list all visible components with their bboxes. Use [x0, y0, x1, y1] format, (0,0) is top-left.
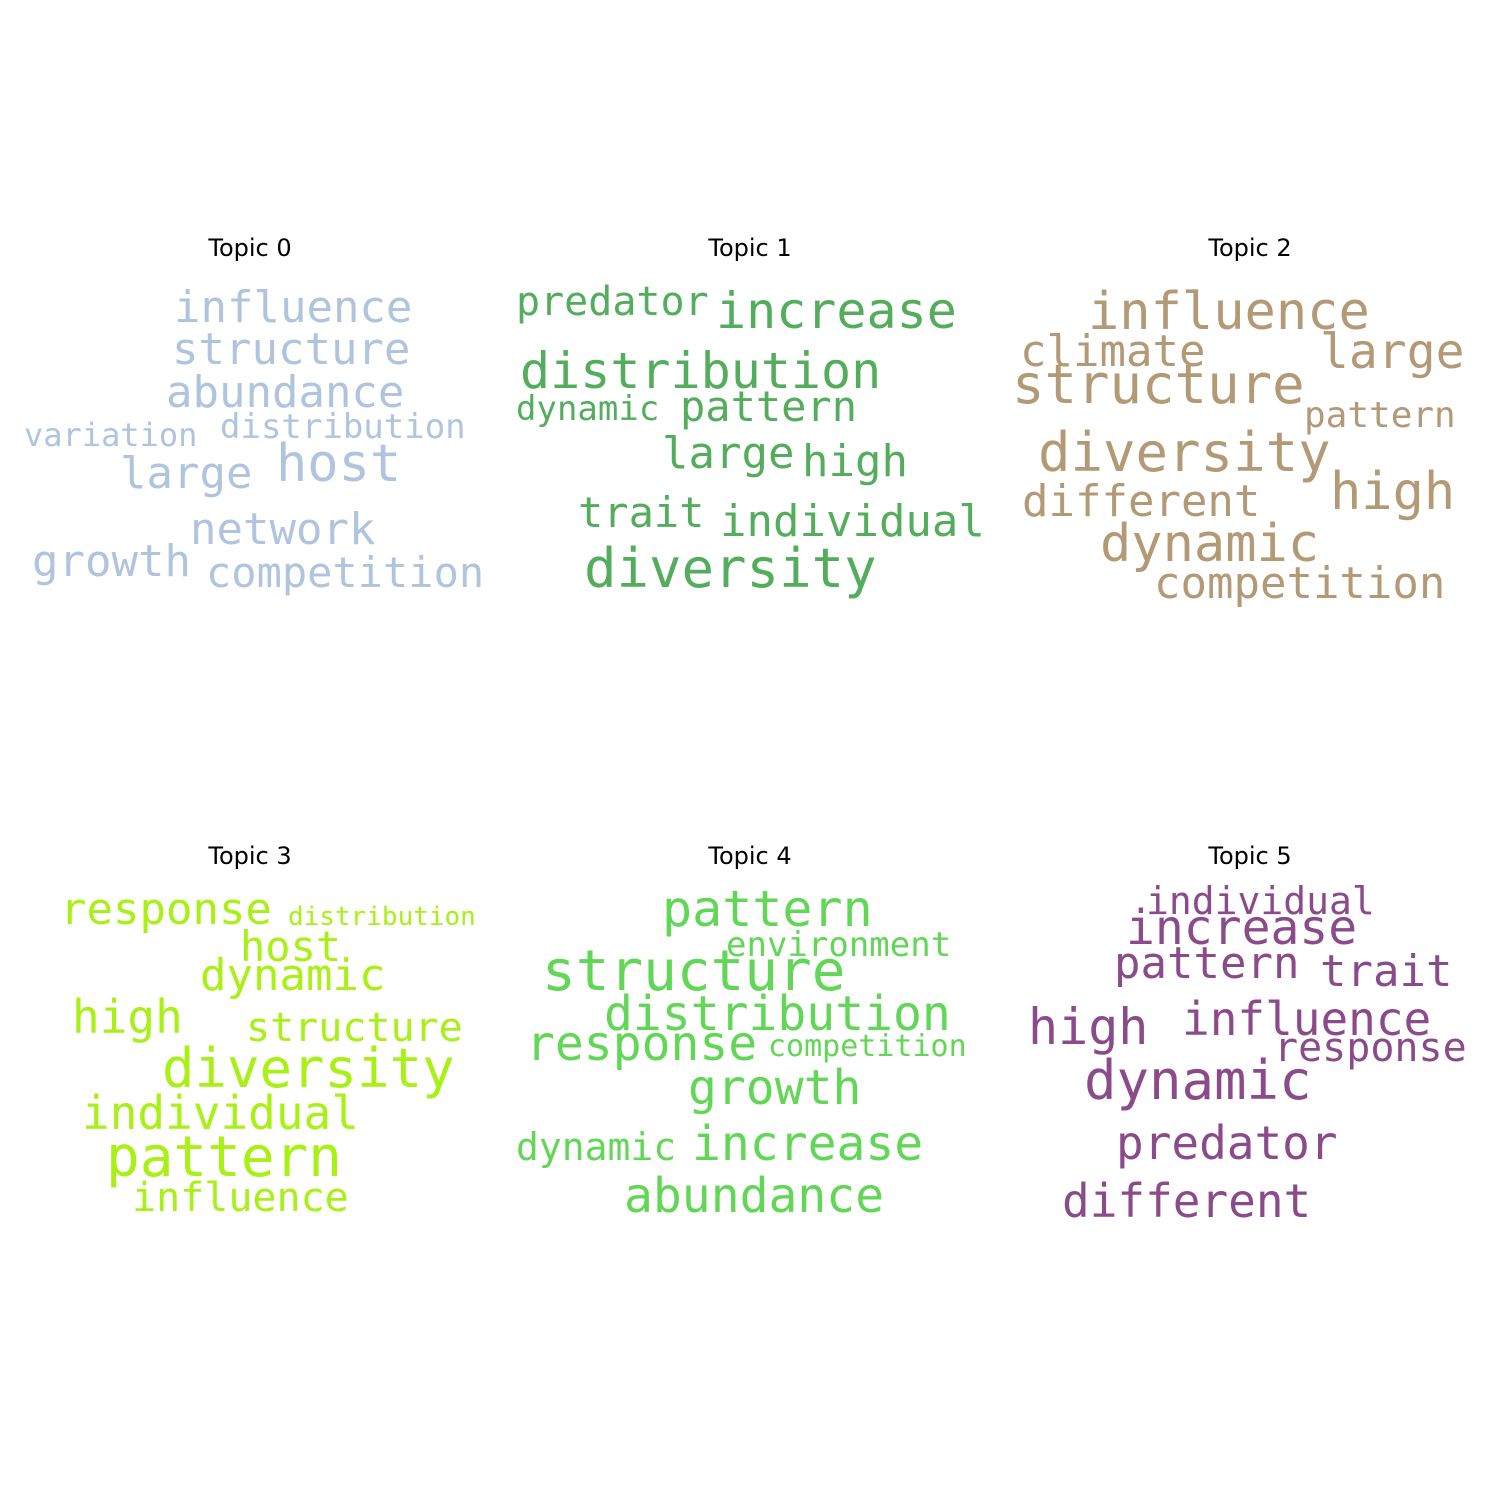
cloud-word: large — [120, 448, 253, 499]
cloud-word: increase — [692, 1116, 924, 1172]
cloud-word: different — [1022, 476, 1261, 527]
cloud-word: influence — [1088, 282, 1370, 342]
cloud-word: response — [526, 1016, 758, 1072]
cloud-word: variation — [24, 416, 198, 454]
wordcloud-panel-topic-2: Topic 2 influence climate large structur… — [1000, 236, 1500, 656]
wordcloud-panel-topic-5: Topic 5 individual increase pattern trai… — [1000, 844, 1500, 1264]
cloud-word: trait — [1320, 946, 1453, 997]
cloud-word: structure — [1012, 353, 1305, 416]
cloud-word: structure — [172, 324, 411, 375]
cloud-word: environment — [726, 925, 952, 965]
cloud-word: influence — [174, 282, 413, 333]
cloud-word: competition — [768, 1029, 967, 1064]
cloud-word: high — [1330, 462, 1456, 522]
cloud-word: pattern — [106, 1125, 343, 1190]
cloud-word: predator — [516, 279, 709, 325]
cloud-word: high — [72, 990, 183, 1044]
cloud-word: dynamic — [516, 389, 660, 429]
cloud-word: response — [1274, 1025, 1467, 1071]
word-cloud: response distribution host dynamic high … — [0, 844, 500, 1264]
cloud-word: host — [276, 434, 402, 494]
cloud-word: high — [1028, 998, 1149, 1056]
cloud-word: trait — [578, 488, 705, 537]
cloud-word: predator — [1116, 1116, 1338, 1170]
panel-title: Topic 3 — [208, 842, 292, 870]
cloud-word: pattern — [680, 382, 858, 431]
wordcloud-panel-topic-1: Topic 1 predator increase distribution d… — [500, 236, 1000, 656]
cloud-word: individual — [82, 1086, 359, 1140]
word-cloud: predator increase distribution dynamic p… — [500, 236, 1000, 656]
cloud-word: diversity — [1038, 421, 1331, 484]
wordcloud-panel-topic-0: Topic 0 influence structure abundance va… — [0, 236, 500, 656]
cloud-word: dynamic — [200, 950, 386, 1001]
cloud-word: pattern — [1114, 938, 1300, 989]
cloud-word: high — [802, 436, 908, 487]
cloud-word: dynamic — [1100, 514, 1320, 574]
cloud-word: influence — [132, 1175, 349, 1221]
wordcloud-panel-topic-3: Topic 3 response distribution host dynam… — [0, 844, 500, 1264]
cloud-word: increase — [1126, 900, 1358, 956]
cloud-word: dynamic — [1084, 1049, 1312, 1112]
cloud-word: large — [662, 428, 795, 479]
cloud-word: dynamic — [516, 1125, 677, 1169]
panel-title: Topic 1 — [708, 234, 792, 262]
cloud-word: pattern — [1304, 395, 1456, 436]
panel-title: Topic 5 — [1208, 842, 1292, 870]
wordcloud-panel-topic-4: Topic 4 pattern environment structure di… — [500, 844, 1000, 1264]
cloud-word: different — [1062, 1174, 1312, 1228]
cloud-word: abundance — [624, 1168, 885, 1224]
cloud-word: structure — [246, 1005, 463, 1051]
cloud-word: climate — [1020, 326, 1206, 377]
cloud-word: network — [190, 504, 376, 555]
cloud-word: distribution — [288, 902, 476, 932]
cloud-word: influence — [1182, 992, 1432, 1046]
word-cloud: influence climate large structure patter… — [1000, 236, 1500, 656]
cloud-word: competition — [1154, 558, 1446, 609]
cloud-word: structure — [542, 939, 846, 1004]
panel-title: Topic 4 — [708, 842, 792, 870]
word-cloud: individual increase pattern trait high i… — [1000, 844, 1500, 1264]
cloud-word: host — [240, 922, 342, 971]
cloud-word: diversity — [584, 537, 877, 600]
cloud-word: response — [60, 884, 272, 935]
panel-title: Topic 2 — [1208, 234, 1292, 262]
cloud-word: pattern — [662, 880, 873, 938]
word-cloud: pattern environment structure distributi… — [500, 844, 1000, 1264]
cloud-word: distribution — [220, 407, 466, 447]
cloud-word: individual — [720, 496, 985, 547]
cloud-word: large — [1320, 324, 1465, 380]
cloud-word: distribution — [604, 986, 951, 1042]
cloud-word: distribution — [520, 342, 882, 400]
panel-title: Topic 0 — [208, 234, 292, 262]
cloud-word: increase — [716, 282, 957, 340]
cloud-word: competition — [206, 548, 485, 597]
cloud-word: diversity — [162, 1037, 455, 1100]
cloud-word: growth — [32, 536, 191, 587]
cloud-word: growth — [688, 1060, 862, 1116]
word-cloud: influence structure abundance variation … — [0, 236, 500, 656]
cloud-word: individual — [1146, 879, 1375, 923]
cloud-word: abundance — [166, 367, 405, 418]
